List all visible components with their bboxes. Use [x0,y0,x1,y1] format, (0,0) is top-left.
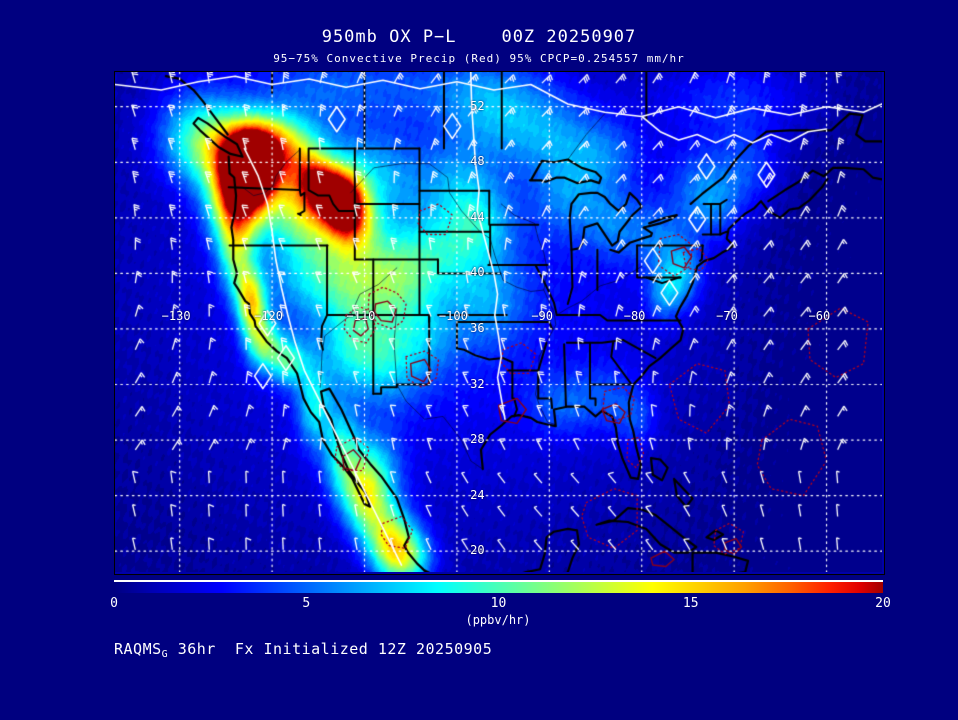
lon-label-minus80: −80 [623,309,646,324]
lon-label-minus100: −100 [438,309,468,324]
lon-label-minus130: −130 [161,309,191,324]
colorbar-tick-10: 10 [490,596,507,611]
lat-label-48: 48 [470,154,485,169]
page-title: 950mb OX P−L 00Z 20250907 [321,27,637,47]
colorbar: 0 5 10 15 20 (ppbv/hr) [110,580,891,627]
model-subscript: G [161,649,169,660]
lat-label-20: 20 [470,543,485,558]
footer-caption: RAQMSG 36hr Fx Initialized 12Z 20250905 [114,640,493,660]
colorbar-tick-20: 20 [875,596,891,611]
lat-label-32: 32 [470,376,485,391]
lat-label-44: 44 [470,209,485,224]
colorbar-tick-15: 15 [682,596,699,611]
colorbar-gradient [114,582,883,593]
colorbar-tick-5: 5 [302,596,311,611]
concentration-heatmap [115,72,882,572]
lon-label-minus60: −60 [808,309,831,324]
lat-label-36: 36 [470,320,485,335]
colorbar-top-rule [114,580,883,582]
page-subtitle: 95−75% Convective Precip (Red) 95% CPCP=… [273,52,685,65]
lat-label-52: 52 [470,98,485,113]
map-plot-area: 52 48 44 40 36 32 28 24 20 −130 −120 −110 −100 −90 −80… [114,71,885,575]
colorbar-tick-0: 0 [110,596,118,611]
lat-label-40: 40 [470,265,485,280]
footer-rest: 36hr Fx Initialized 12Z 20250905 [168,640,493,658]
model-name: RAQMS [114,640,162,658]
lat-label-24: 24 [470,487,485,502]
lon-label-minus70: −70 [716,309,738,324]
lat-label-28: 28 [470,432,485,447]
lon-label-minus110: −110 [346,309,376,324]
colorbar-unit-label: (ppbv/hr) [465,613,531,627]
lon-label-minus90: −90 [531,309,553,324]
lon-label-minus120: −120 [254,309,283,324]
